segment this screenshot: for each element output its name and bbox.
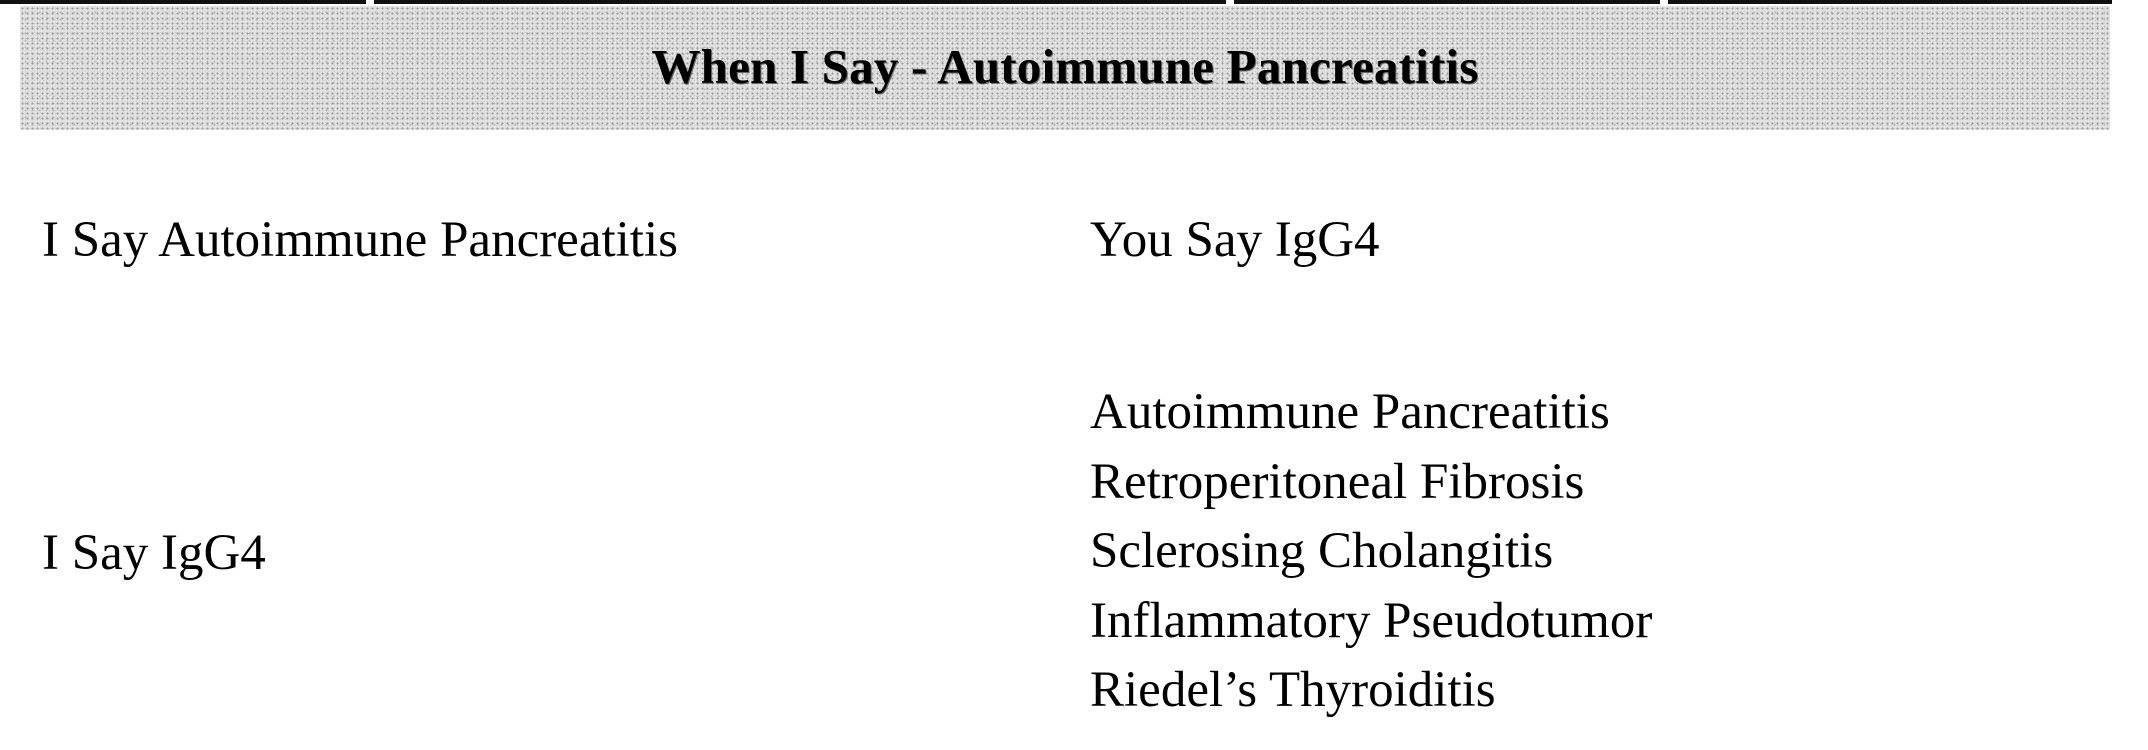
row-1-left-statement: I Say Autoimmune Pancreatitis (42, 212, 678, 268)
page-title: When I Say - Autoimmune Pancreatitis (651, 38, 1479, 94)
list-item: Autoimmune Pancreatitis (1090, 384, 1610, 440)
list-item: Sclerosing Cholangitis (1090, 523, 1554, 579)
top-rule-segment-2 (374, 0, 1226, 4)
top-rule-segment-4 (1668, 0, 2112, 4)
list-item: Inflammatory Pseudotumor (1090, 592, 1653, 649)
row-2-response-list: Autoimmune Pancreatitis Retroperitoneal … (1090, 378, 1652, 726)
list-item: Retroperitoneal Fibrosis (1090, 453, 1585, 510)
top-rule-segment-3 (1234, 0, 1660, 4)
top-rule-segment-1 (0, 0, 366, 4)
list-item: Riedel’s Thyroiditis (1090, 662, 1496, 718)
row-2-left-statement: I Say IgG4 (42, 525, 266, 581)
row-1-right-response: You Say IgG4 (1090, 212, 1380, 268)
title-banner: When I Say - Autoimmune Pancreatitis (20, 6, 2110, 130)
